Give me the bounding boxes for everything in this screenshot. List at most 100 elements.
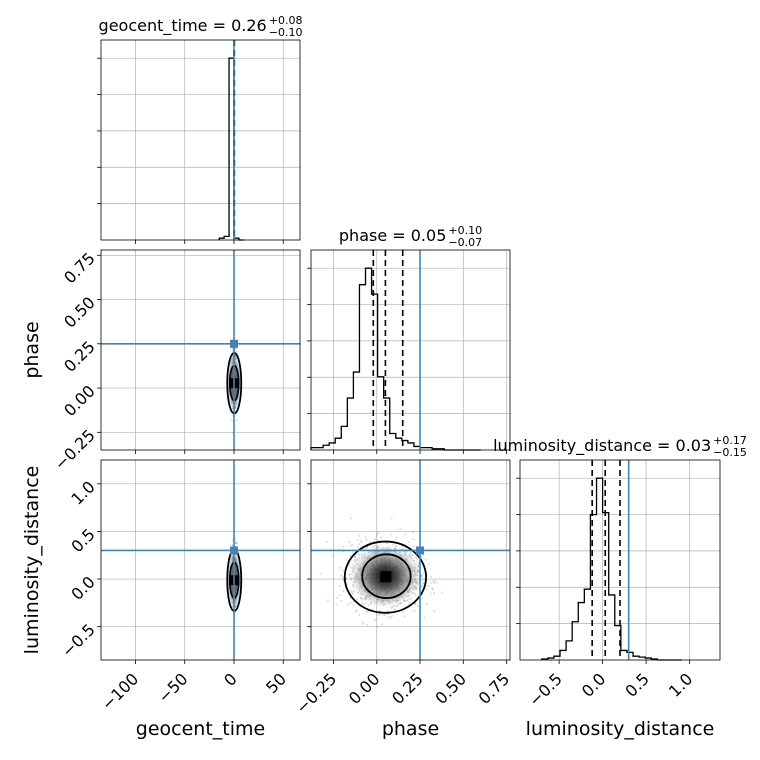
phase-xtick-label-3: 0.50 bbox=[431, 669, 470, 708]
hist-luminosity_distance-bar-7 bbox=[584, 589, 590, 660]
panel-phase-vs-luminosity_distance-point bbox=[358, 613, 361, 616]
panel-phase-vs-luminosity_distance-point bbox=[360, 541, 363, 544]
xlabel-geocent_time: geocent_time bbox=[136, 718, 265, 740]
panel-geocent_time-vs-luminosity_distance-truth-marker bbox=[229, 546, 238, 555]
panel-phase-vs-luminosity_distance-point bbox=[366, 623, 369, 626]
panel-phase-vs-luminosity_distance-point bbox=[390, 517, 393, 520]
hist-geocent_time-title-plus: +0.08 bbox=[269, 14, 303, 27]
panel-phase-vs-luminosity_distance-point bbox=[336, 596, 339, 599]
panel-phase-vs-luminosity_distance-point bbox=[380, 536, 383, 539]
panel-phase-vs-luminosity_distance-point bbox=[341, 570, 344, 573]
panel-phase-vs-luminosity_distance-point bbox=[402, 611, 405, 614]
panel-phase-vs-luminosity_distance-point bbox=[413, 609, 416, 612]
hist-luminosity_distance-bar-6 bbox=[578, 603, 584, 660]
panel-phase-vs-luminosity_distance-point bbox=[332, 554, 335, 557]
panel-phase-vs-luminosity_distance-point bbox=[422, 571, 425, 574]
panel-phase-vs-luminosity_distance-point bbox=[427, 585, 430, 588]
panel-phase-vs-luminosity_distance-point bbox=[394, 609, 396, 612]
phase-xtick-label-4: 0.75 bbox=[475, 669, 514, 708]
panel-geocent_time-vs-luminosity_distance-point bbox=[235, 541, 238, 544]
panel-phase-vs-luminosity_distance-point bbox=[339, 566, 342, 569]
panel-phase-vs-luminosity_distance-point bbox=[351, 543, 354, 546]
panel-phase-vs-luminosity_distance-point bbox=[387, 616, 390, 619]
panel-phase-vs-luminosity_distance-point bbox=[327, 599, 329, 602]
panel-phase-vs-luminosity_distance-point bbox=[362, 622, 365, 625]
hist-phase-bar-16 bbox=[408, 443, 414, 450]
panel-phase-vs-luminosity_distance-point bbox=[339, 574, 342, 577]
hist-geocent_time-frame bbox=[100, 39, 301, 241]
panel-phase-vs-luminosity_distance-point bbox=[375, 535, 378, 537]
panel-phase-vs-luminosity_distance-point bbox=[350, 544, 353, 547]
panel-phase-vs-luminosity_distance-point bbox=[363, 547, 366, 550]
panel-phase-vs-luminosity_distance-point bbox=[338, 585, 341, 587]
panel-phase-vs-luminosity_distance-point bbox=[395, 536, 398, 539]
hist-phase-title-plus: +0.10 bbox=[448, 224, 482, 237]
xlabel-luminosity_distance: luminosity_distance bbox=[526, 718, 715, 740]
panel-phase-vs-luminosity_distance-point bbox=[348, 541, 351, 543]
chart-layer: geocent_time = 0.26 +0.08−0.10 phase = 0.0… bbox=[21, 14, 747, 740]
panel-phase-vs-luminosity_distance-point bbox=[422, 582, 425, 585]
panel-phase-vs-luminosity_distance-point bbox=[433, 582, 436, 585]
panel-phase-vs-luminosity_distance-point bbox=[432, 592, 435, 594]
panel-phase-vs-luminosity_distance-point bbox=[356, 609, 358, 612]
panel-phase-vs-luminosity_distance-point bbox=[409, 601, 412, 604]
luminosity_distance-ytick-label-1: 0.0 bbox=[67, 572, 98, 603]
panel-phase-vs-luminosity_distance-point bbox=[356, 598, 358, 601]
panel-phase-vs-luminosity_distance-point bbox=[362, 603, 365, 606]
panel-phase-vs-luminosity_distance-point bbox=[365, 538, 368, 541]
hist-luminosity_distance-bar-9 bbox=[597, 478, 603, 660]
panel-phase-vs-luminosity_distance-point bbox=[338, 594, 341, 597]
panel-phase-vs-luminosity_distance-point bbox=[340, 600, 343, 602]
phase-ytick-label-1: 0.00 bbox=[60, 381, 99, 420]
hist-phase-bar-9 bbox=[366, 268, 372, 450]
panel-phase-vs-luminosity_distance-point bbox=[425, 588, 428, 591]
hist-luminosity_distance-frame bbox=[519, 459, 721, 661]
panel-phase-vs-luminosity_distance-point bbox=[432, 580, 434, 583]
panel-geocent_time-vs-phase-point bbox=[234, 347, 237, 350]
panel-phase-vs-luminosity_distance-point bbox=[403, 615, 406, 618]
luminosity_distance-xtick-label-3: 1.0 bbox=[665, 669, 696, 700]
panel-phase-vs-luminosity_distance-point bbox=[387, 610, 390, 613]
panel-phase-vs-luminosity_distance-point bbox=[431, 587, 434, 589]
hist-luminosity_distance-bar-13 bbox=[621, 650, 627, 660]
panel-phase-vs-luminosity_distance-point bbox=[429, 592, 432, 595]
panel-phase-vs-luminosity_distance-point bbox=[325, 541, 328, 544]
hist-phase-step-line bbox=[310, 267, 481, 451]
hist-phase-bar-5 bbox=[341, 426, 347, 450]
panel-phase-vs-luminosity_distance-point bbox=[399, 528, 402, 531]
hist-phase-title-minus: −0.07 bbox=[448, 236, 482, 249]
panel-phase-vs-luminosity_distance-point bbox=[441, 591, 444, 594]
panel-phase-vs-luminosity_distance-point bbox=[414, 602, 417, 605]
panel-phase-vs-luminosity_distance-point bbox=[353, 556, 356, 559]
panel-phase-vs-luminosity_distance-point bbox=[342, 590, 345, 593]
phase-ytick-label-2: 0.25 bbox=[60, 337, 99, 376]
hist-phase-bar-6 bbox=[347, 398, 353, 450]
hist-luminosity_distance-bar-3 bbox=[560, 650, 566, 660]
panel-phase-vs-luminosity_distance-point bbox=[349, 601, 352, 604]
hist-luminosity_distance-bar-11 bbox=[609, 595, 615, 660]
panel-geocent_time-vs-luminosity_distance-point bbox=[231, 544, 234, 547]
phase-xtick-label-0: −0.25 bbox=[292, 669, 340, 717]
phase-ytick-label-3: 0.50 bbox=[60, 293, 99, 332]
panel-geocent_time-vs-luminosity_distance-point bbox=[235, 542, 238, 545]
panel-phase-vs-luminosity_distance-point bbox=[386, 542, 389, 545]
panel-phase-vs-luminosity_distance-point bbox=[360, 539, 363, 542]
phase-ytick-label-0: −0.25 bbox=[51, 426, 99, 474]
hist-phase-title-main: phase = 0.05 bbox=[339, 226, 446, 245]
panel-phase-vs-luminosity_distance-point bbox=[407, 541, 410, 544]
hist-luminosity_distance-step-line bbox=[541, 477, 682, 661]
panel-phase-vs-luminosity_distance-point bbox=[345, 577, 348, 579]
panel-phase-vs-luminosity_distance-point bbox=[378, 609, 381, 612]
panel-phase-vs-luminosity_distance-point bbox=[376, 532, 379, 535]
panel-phase-vs-luminosity_distance-point bbox=[365, 610, 368, 613]
panel-phase-vs-luminosity_distance-point bbox=[349, 589, 352, 592]
panel-phase-vs-luminosity_distance-point bbox=[411, 531, 414, 533]
panel-phase-vs-luminosity_distance-point bbox=[435, 581, 438, 584]
panel-geocent_time-vs-luminosity_distance-frame bbox=[100, 459, 301, 661]
panel-phase-vs-luminosity_distance-point bbox=[427, 563, 430, 566]
hist-phase-bar-14 bbox=[396, 438, 402, 450]
panel-phase-vs-luminosity_distance-point bbox=[413, 545, 416, 548]
panel-phase-vs-luminosity_distance-point bbox=[358, 543, 360, 546]
panel-phase-vs-luminosity_distance-point bbox=[349, 554, 352, 557]
